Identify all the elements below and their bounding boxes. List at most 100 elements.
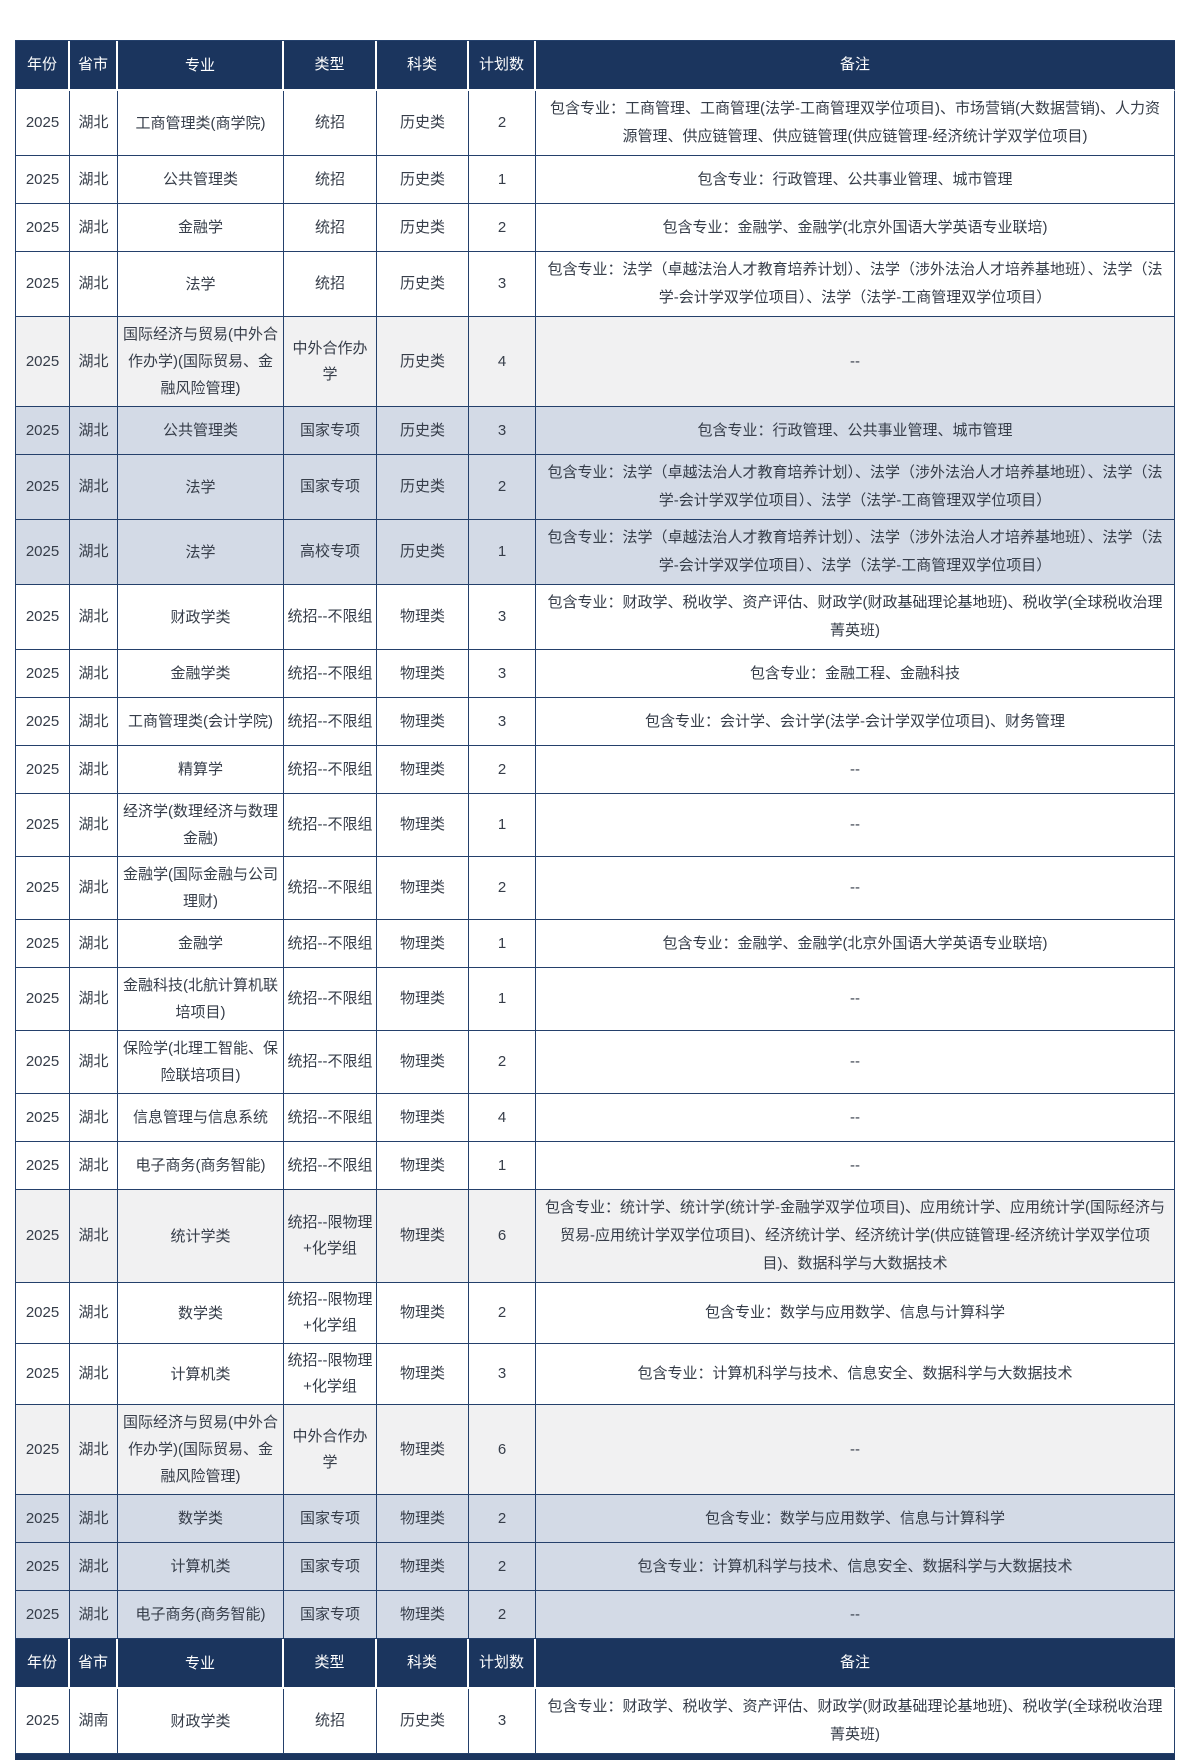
cell-count: 2 — [469, 1543, 536, 1591]
cell-count: 1 — [469, 794, 536, 857]
cell-year: 2025 — [16, 1283, 70, 1344]
cell-type: 国家专项 — [284, 1591, 377, 1639]
cell-type: 统招 — [284, 91, 377, 156]
table-header-row: 年份 省市 专业 类型 科类 计划数 备注 — [16, 1639, 1175, 1689]
cell-count: 6 — [469, 1405, 536, 1495]
column-header-remark: 备注 — [536, 41, 1175, 91]
cell-year: 2025 — [16, 520, 70, 585]
cell-major: 数学类 — [118, 1283, 284, 1344]
cell-type: 高校专项 — [284, 520, 377, 585]
cell-major: 工商管理类(商学院) — [118, 91, 284, 156]
cell-subject: 物理类 — [377, 698, 469, 746]
cell-major: 保险学(北理工智能、保险联培项目) — [118, 1031, 284, 1094]
cell-major: 财政学类 — [118, 585, 284, 650]
column-header-subject: 科类 — [377, 1639, 469, 1689]
table-row: 2025 湖南 财政学类 统招 历史类 3 包含专业：财政学、税收学、资产评估、财政学(财政… — [16, 1689, 1175, 1754]
cell-year: 2025 — [16, 455, 70, 520]
cell-remark: 包含专业：数学与应用数学、信息与计算科学 — [536, 1283, 1175, 1344]
table-row: 2025 湖北 金融学类 统招--不限组 物理类 3 包含专业：金融工程、金融科技 — [16, 650, 1175, 698]
column-header-type: 类型 — [284, 41, 377, 91]
cell-major: 金融学(国际金融与公司理财) — [118, 857, 284, 920]
cell-count: 2 — [469, 91, 536, 156]
cell-type: 统招--不限组 — [284, 920, 377, 968]
cell-major: 电子商务(商务智能) — [118, 1142, 284, 1190]
cell-subject: 物理类 — [377, 1543, 469, 1591]
cell-province: 湖北 — [70, 1190, 118, 1283]
cell-remark: 包含专业：工商管理、工商管理(法学-工商管理双学位项目)、市场营销(大数据营销)… — [536, 91, 1175, 156]
cell-major: 数学类 — [118, 1495, 284, 1543]
column-header-province: 省市 — [70, 1639, 118, 1689]
cell-remark: -- — [536, 968, 1175, 1031]
cell-major: 计算机类 — [118, 1543, 284, 1591]
cell-count: 3 — [469, 698, 536, 746]
cell-major: 计算机类 — [118, 1344, 284, 1405]
cell-subject: 物理类 — [377, 1495, 469, 1543]
cell-subject: 历史类 — [377, 156, 469, 204]
cell-remark: 包含专业：会计学、会计学(法学-会计学双学位项目)、财务管理 — [536, 698, 1175, 746]
cell-year: 2025 — [16, 1094, 70, 1142]
cell-type: 统招--不限组 — [284, 794, 377, 857]
cell-type: 统招--限物理+化学组 — [284, 1190, 377, 1283]
cell-remark: 包含专业：法学（卓越法治人才教育培养计划）、法学（涉外法治人才培养基地班）、法学… — [536, 252, 1175, 317]
cell-year: 2025 — [16, 1543, 70, 1591]
cell-type: 统招 — [284, 204, 377, 252]
cell-province: 湖北 — [70, 1495, 118, 1543]
cell-type: 国家专项 — [284, 1543, 377, 1591]
table-row: 2025 湖北 精算学 统招--不限组 物理类 2 -- — [16, 746, 1175, 794]
cell-year: 2025 — [16, 585, 70, 650]
table-row: 2025 湖北 法学 国家专项 历史类 2 包含专业：法学（卓越法治人才教育培养计划）、法学… — [16, 455, 1175, 520]
table-row: 2025 湖北 公共管理类 国家专项 历史类 3 包含专业：行政管理、公共事业管理、城市管理 — [16, 407, 1175, 455]
cell-subject: 历史类 — [377, 91, 469, 156]
cell-remark: -- — [536, 1094, 1175, 1142]
cell-year: 2025 — [16, 746, 70, 794]
cell-subject: 历史类 — [377, 455, 469, 520]
table-row: 2025 湖北 国际经济与贸易(中外合作办学)(国际贸易、金融风险管理) 中外合作办学… — [16, 317, 1175, 407]
cell-province: 湖北 — [70, 698, 118, 746]
table-row: 2025 湖北 法学 高校专项 历史类 1 包含专业：法学（卓越法治人才教育培养计划）、法学… — [16, 520, 1175, 585]
cell-count: 1 — [469, 520, 536, 585]
column-header-year: 年份 — [16, 1639, 70, 1689]
cell-province: 湖北 — [70, 455, 118, 520]
table-row: 2025 湖北 金融学 统招--不限组 物理类 1 包含专业：金融学、金融学(北京外国语大学… — [16, 920, 1175, 968]
cell-province: 湖北 — [70, 156, 118, 204]
column-header-major: 专业 — [118, 1639, 284, 1689]
cell-province: 湖北 — [70, 968, 118, 1031]
cell-subject: 物理类 — [377, 650, 469, 698]
cell-province: 湖北 — [70, 794, 118, 857]
cell-year: 2025 — [16, 968, 70, 1031]
cell-count: 2 — [469, 204, 536, 252]
cell-type: 统招--不限组 — [284, 698, 377, 746]
cell-type: 统招--不限组 — [284, 968, 377, 1031]
cell-remark: -- — [536, 1031, 1175, 1094]
table-row: 2025 湖北 法学 统招 历史类 3 包含专业：法学（卓越法治人才教育培养计划）、法学（涉… — [16, 252, 1175, 317]
cell-remark: 包含专业：金融学、金融学(北京外国语大学英语专业联培) — [536, 920, 1175, 968]
cell-province: 湖北 — [70, 317, 118, 407]
cell-province: 湖北 — [70, 746, 118, 794]
cell-subject: 物理类 — [377, 968, 469, 1031]
cell-province: 湖北 — [70, 204, 118, 252]
table-row: 2025 湖北 计算机类 统招--限物理+化学组 物理类 3 包含专业：计算机科学与技术、信… — [16, 1344, 1175, 1405]
cell-remark: -- — [536, 857, 1175, 920]
cell-province: 湖北 — [70, 920, 118, 968]
cell-type: 统招 — [284, 252, 377, 317]
cell-province: 湖北 — [70, 1283, 118, 1344]
cell-major: 法学 — [118, 455, 284, 520]
cell-major: 公共管理类 — [118, 407, 284, 455]
cell-major: 金融科技(北航计算机联培项目) — [118, 968, 284, 1031]
cell-count: 6 — [469, 1190, 536, 1283]
cell-subject: 物理类 — [377, 585, 469, 650]
cell-type: 国家专项 — [284, 1495, 377, 1543]
cell-province: 湖北 — [70, 585, 118, 650]
table-row: 2025 湖北 工商管理类(会计学院) 统招--不限组 物理类 3 包含专业：会计学、会计学… — [16, 698, 1175, 746]
table-row: 2025 湖北 财政学类 统招--不限组 物理类 3 包含专业：财政学、税收学、资产评估、财… — [16, 585, 1175, 650]
cell-year: 2025 — [16, 794, 70, 857]
cell-remark: 包含专业：计算机科学与技术、信息安全、数据科学与大数据技术 — [536, 1543, 1175, 1591]
cell-major: 经济学(数理经济与数理金融) — [118, 794, 284, 857]
cell-province: 湖北 — [70, 252, 118, 317]
table-row: 2025 湖北 公共管理类 统招 历史类 1 包含专业：行政管理、公共事业管理、城市管理 — [16, 156, 1175, 204]
cell-province: 湖北 — [70, 407, 118, 455]
table-row: 2025 湖北 经济学(数理经济与数理金融) 统招--不限组 物理类 1 -- — [16, 794, 1175, 857]
cell-count: 3 — [469, 585, 536, 650]
cell-province: 湖北 — [70, 1031, 118, 1094]
cell-count: 2 — [469, 1031, 536, 1094]
